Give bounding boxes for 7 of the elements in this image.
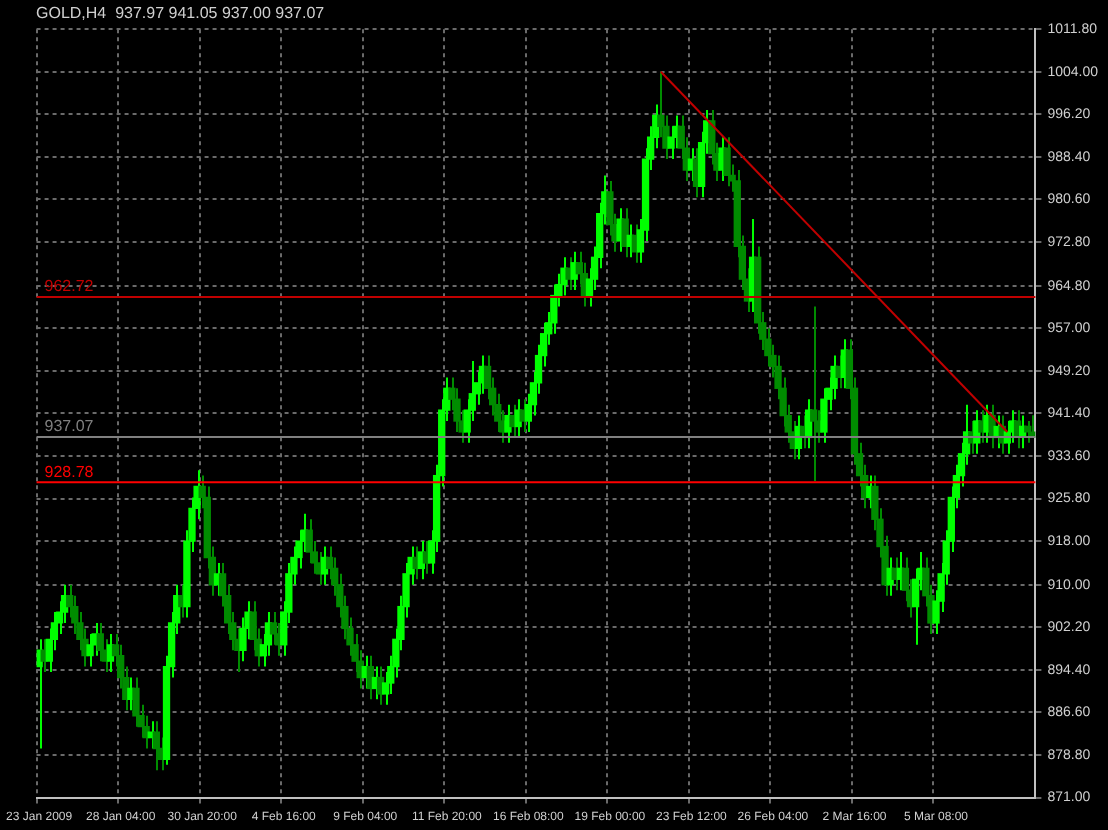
candlestick (132, 676, 140, 728)
ref-line-label: 937.07 (44, 417, 95, 436)
ref-line-label: 928.78 (44, 462, 95, 481)
candlestick (723, 136, 731, 188)
ref-line-label: 962.72 (44, 277, 95, 296)
candlestick (1024, 420, 1032, 444)
chart-title: GOLD,H4 937.97 941.05 937.00 937.07 (36, 4, 326, 23)
